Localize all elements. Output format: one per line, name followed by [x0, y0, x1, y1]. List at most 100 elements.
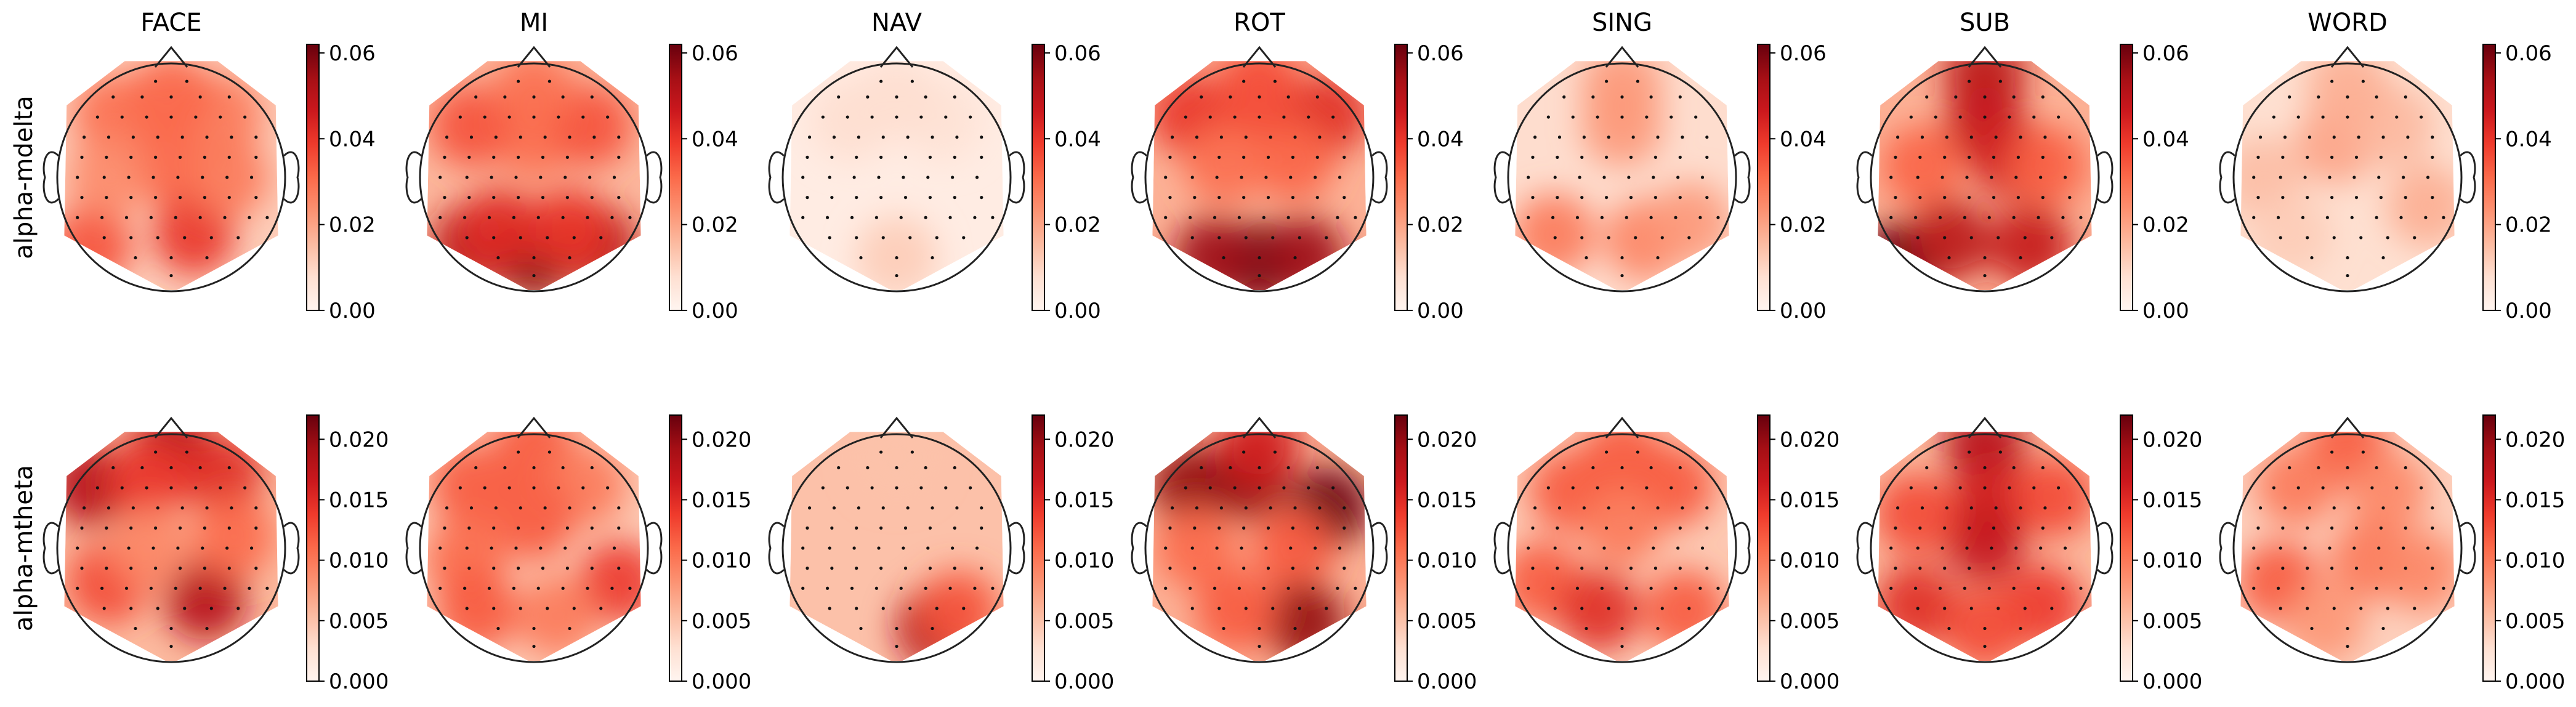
sensor-dot: [2272, 486, 2275, 490]
sensor-dot: [1943, 567, 1947, 570]
sensor-dot: [539, 546, 543, 550]
sensor-dot: [1705, 155, 1709, 159]
sensor-dot: [1527, 176, 1530, 179]
sensor-dot: [1894, 567, 1897, 570]
sensor-dot: [2431, 135, 2434, 139]
sensor-dot: [236, 607, 240, 610]
sensor-dot: [154, 196, 158, 200]
sensor-dot: [1705, 506, 1709, 510]
sensor-dot: [969, 486, 972, 490]
sensor-dot: [1992, 155, 1996, 159]
sensor-dot: [1705, 196, 1709, 200]
sensor-dot: [1580, 607, 1584, 610]
right-ear: [1371, 151, 1388, 204]
sensor-dot: [1958, 115, 1962, 119]
topomap-alpha-mtheta-nav: 0.000 0.005 0.010 0.015 0.020: [768, 414, 1114, 694]
sensor-dot: [1968, 567, 1971, 570]
sensor-dot: [612, 546, 616, 550]
sensor-dot: [1315, 567, 1319, 570]
sensor-markers: [2252, 450, 2445, 648]
sensor-dot: [2288, 95, 2291, 99]
sensor-dot: [492, 526, 496, 530]
sensor-dot: [2019, 626, 2022, 631]
sensor-dot: [881, 236, 885, 240]
hotspot: [1218, 61, 1301, 122]
sensor-dot: [194, 486, 198, 490]
sensor-dot: [2039, 546, 2043, 550]
sensor-dot: [2406, 506, 2410, 510]
sensor-dot: [462, 216, 467, 219]
sensor-dot: [1938, 586, 1942, 590]
sensor-dot: [198, 95, 202, 99]
sensor-dot: [953, 466, 956, 470]
sensor-dot: [1678, 466, 1682, 470]
sensor-dot: [1998, 79, 2002, 83]
sensor-dot: [1591, 466, 1595, 470]
sensor-dot: [935, 236, 939, 240]
sensor-dot: [2019, 506, 2022, 510]
sensor-markers: [438, 79, 632, 278]
sensor-dot: [1193, 196, 1197, 200]
sensor-dot: [1286, 466, 1290, 470]
sensor-dot: [2296, 115, 2300, 119]
hotspot: [1881, 124, 1963, 208]
sensor-dot: [2370, 486, 2374, 490]
topomap-alpha-mtheta-face: 0.000 0.005 0.010 0.015 0.020: [42, 414, 389, 694]
sensor-dot: [1273, 450, 1277, 454]
sensor-dot: [490, 176, 493, 179]
sensor-dot: [169, 95, 173, 99]
colorbar-tick-label: 0.06: [2505, 41, 2552, 66]
sensor-dot: [2061, 216, 2065, 219]
sensor-dot: [1286, 216, 1290, 219]
sensor-dot: [806, 196, 809, 200]
colorbar-tick-label: 0.02: [692, 213, 738, 238]
sensor-dot: [140, 95, 144, 99]
sensor-dot: [1694, 115, 1698, 119]
sensor-dot: [129, 236, 133, 240]
head-outline: [1144, 433, 1375, 663]
sensor-dot: [2404, 567, 2407, 570]
sensor-dot: [512, 586, 515, 590]
sensor-dot: [1600, 586, 1604, 590]
sensor-dot: [1527, 216, 1530, 219]
sensor-dot: [903, 196, 908, 200]
sensor-dot: [80, 526, 84, 530]
colorbar: 0.000 0.005 0.010 0.015 0.020: [1032, 414, 1114, 694]
sensor-dot: [1307, 115, 1310, 119]
sensor-dot: [1968, 196, 1971, 200]
sensor-dot: [879, 567, 883, 570]
colorbar-tick-label: 0.02: [329, 213, 376, 238]
right-ear: [2096, 522, 2114, 575]
sensor-dot: [1670, 486, 1673, 490]
sensor-dot: [1983, 626, 1987, 631]
sensor-dot: [1331, 486, 1335, 490]
sensor-dot: [494, 506, 498, 510]
sensor-dot: [205, 256, 209, 260]
sensor-dot: [931, 256, 934, 260]
left-ear: [1493, 522, 1511, 575]
right-ear: [2459, 151, 2476, 204]
sensor-dot: [1896, 506, 1900, 510]
sensor-dot: [1674, 586, 1678, 590]
sensor-dot: [107, 135, 111, 139]
sensor-dot: [1629, 196, 1633, 200]
colorbar-tick-label: 0.020: [1417, 427, 1477, 452]
sensor-dot: [2332, 135, 2336, 139]
sensor-dot: [1315, 466, 1319, 470]
colorbar: 0.00 0.02 0.04 0.06: [2120, 41, 2189, 323]
sensor-dot: [1289, 176, 1293, 179]
sensor-dot: [1634, 236, 1637, 240]
sensor-dot: [870, 486, 874, 490]
colorbar-tick-label: 0.015: [1417, 488, 1477, 512]
sensor-dot: [924, 95, 927, 99]
sensor-dot: [503, 466, 507, 470]
sensor-dot: [469, 135, 474, 139]
sensor-dot: [458, 486, 462, 490]
hotspot: [1515, 193, 1595, 276]
sensor-dot: [953, 567, 956, 570]
colorbar-tick-label: 0.06: [1780, 41, 1827, 66]
sensor-dot: [1531, 567, 1535, 570]
colorbar-gradient: [669, 44, 682, 311]
sensor-dot: [2283, 135, 2287, 139]
sensor-dot: [2276, 586, 2280, 590]
